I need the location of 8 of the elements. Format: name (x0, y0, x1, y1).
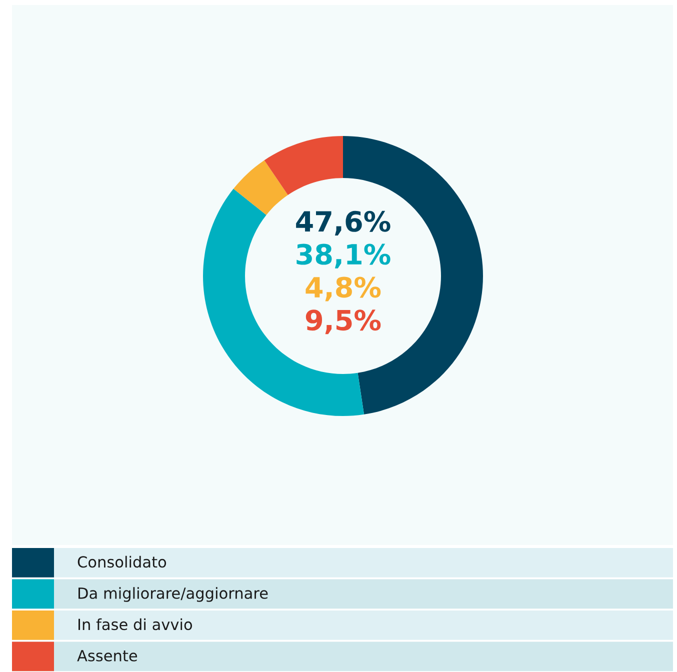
legend-label: Da migliorare/aggiornare (78, 587, 268, 602)
legend-label: Assente (77, 650, 138, 662)
legend-label: Consolidato (78, 556, 166, 568)
text: 4,8% (306, 276, 381, 302)
text: 47,6% (296, 210, 390, 236)
legend-label: In fase di avvio (78, 618, 192, 630)
text: 9,5% (306, 310, 381, 334)
text: 38,1% (296, 244, 390, 268)
